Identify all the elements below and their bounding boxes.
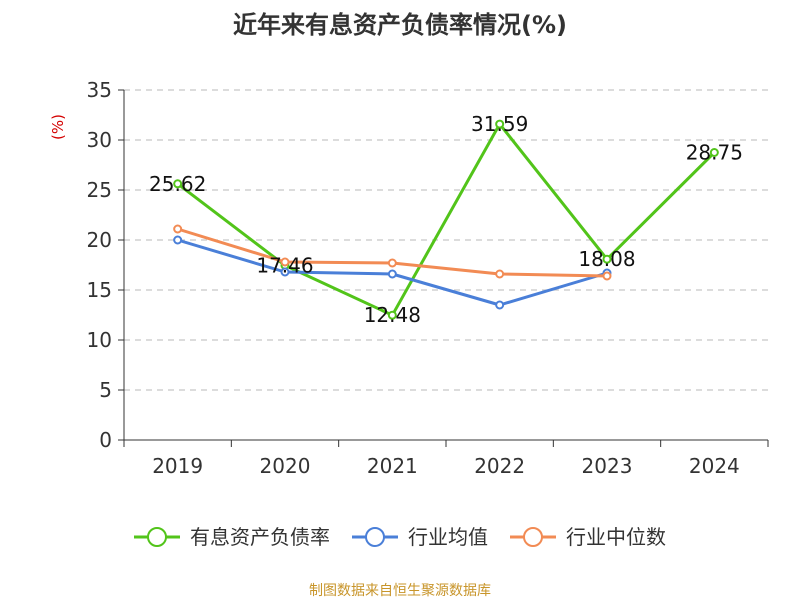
y-tick-label: 35 [87,78,112,102]
legend-marker [523,527,543,547]
source-note: 制图数据来自恒生聚源数据库 [309,583,491,599]
legend-marker [147,527,167,547]
legend-item: 行业中位数 [510,525,666,549]
y-tick-label: 25 [87,178,112,202]
data-point [387,258,397,268]
data-point [495,119,505,129]
legend-marker [365,527,385,547]
x-tick-label: 2023 [582,454,633,478]
legend-label: 行业中位数 [566,525,666,549]
data-point [495,269,505,279]
data-point [602,271,612,281]
data-point [280,257,290,267]
data-point [602,254,612,264]
y-tick-label: 5 [99,378,112,402]
data-point [173,179,183,189]
x-tick-label: 2021 [367,454,418,478]
legend-item: 有息资产负债率 [134,525,330,549]
x-tick-label: 2024 [689,454,740,478]
data-point [387,310,397,320]
grid-lines [124,89,768,391]
data-label: 12.48 [364,303,421,327]
series-line-0 [176,122,716,317]
y-tick-label: 10 [87,328,112,352]
y-tick-label: 15 [87,278,112,302]
legend: 有息资产负债率 行业均值 行业中位数 [134,525,666,549]
data-label: 25.62 [149,172,206,196]
legend-item: 行业均值 [352,525,488,549]
series-line-2 [177,227,608,278]
axes: 0 5 10 15 20 25 30 35 2019 2020 2021 2022 2023 2024 [87,78,769,478]
data-point [173,224,183,234]
data-label: 17.46 [256,253,313,277]
legend-label: 行业均值 [408,525,488,549]
data-point [709,148,719,157]
data-point [387,269,397,279]
y-tick-label: 30 [87,128,112,152]
y-axis-unit: (%) [49,114,67,140]
x-tick-label: 2020 [260,454,311,478]
data-labels: 25.62 17.46 12.48 31.59 18.08 28.75 [149,112,743,327]
y-tick-label: 0 [99,428,112,452]
chart-title: 近年来有息资产负债率情况(%) [233,11,567,39]
legend-label: 有息资产负债率 [190,525,330,549]
data-point [173,235,183,245]
x-tick-label: 2019 [152,454,203,478]
data-label: 18.08 [578,247,635,271]
data-point [280,267,290,277]
data-point [495,300,505,310]
data-label: 31.59 [471,112,528,136]
x-tick-label: 2022 [474,454,525,478]
y-tick-label: 20 [87,228,112,252]
series-lines [173,119,719,320]
data-label: 28.75 [686,141,743,165]
